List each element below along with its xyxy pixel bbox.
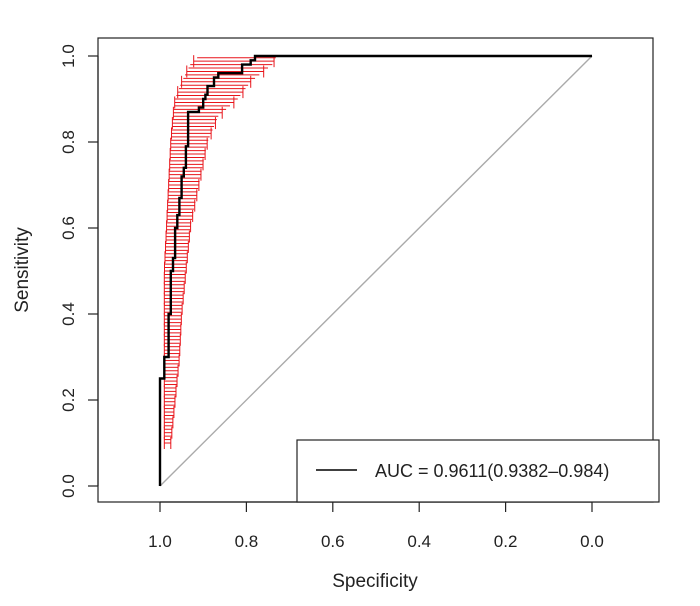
x-axis: 1.0 0.8 0.6 0.4 0.2 0.0 bbox=[148, 501, 604, 551]
x-axis-title: Specificity bbox=[332, 571, 418, 592]
x-tick-label: 0.2 bbox=[494, 532, 518, 551]
ci-bar bbox=[165, 240, 189, 253]
ci-bar bbox=[186, 65, 265, 78]
legend-entry-label: AUC = 0.9611(0.9382–0.984) bbox=[375, 461, 609, 481]
x-tick-label: 0.4 bbox=[407, 532, 431, 551]
ci-bar bbox=[163, 271, 186, 284]
confidence-band bbox=[159, 55, 276, 486]
y-tick-label: 0.8 bbox=[59, 130, 78, 154]
ci-bar bbox=[165, 230, 190, 243]
legend: AUC = 0.9611(0.9382–0.984) bbox=[296, 439, 660, 503]
ci-bar bbox=[168, 179, 200, 191]
ci-bar bbox=[163, 313, 182, 326]
ci-bar bbox=[163, 333, 181, 346]
ci-bar bbox=[163, 302, 183, 315]
ci-bar bbox=[163, 261, 187, 274]
ci-bar bbox=[163, 416, 174, 429]
ci-bar bbox=[163, 282, 185, 295]
ci-bar bbox=[171, 127, 212, 140]
plot-content bbox=[158, 54, 593, 487]
y-axis-title: Sensitivity bbox=[12, 227, 33, 313]
x-tick-label: 0.8 bbox=[235, 532, 259, 551]
y-tick-label: 0.2 bbox=[59, 388, 78, 412]
y-tick-label: 0.0 bbox=[59, 474, 78, 498]
y-tick-label: 0.4 bbox=[59, 302, 78, 326]
ci-bar bbox=[163, 292, 184, 305]
ci-bar bbox=[171, 117, 216, 130]
ci-bar bbox=[163, 385, 177, 398]
ci-bar bbox=[166, 220, 192, 233]
x-tick-label: 1.0 bbox=[148, 532, 172, 551]
y-tick-label: 1.0 bbox=[59, 44, 78, 68]
ci-bar bbox=[177, 86, 244, 99]
reference-diagonal-line bbox=[159, 55, 593, 487]
ci-bar bbox=[168, 168, 202, 181]
ci-bar bbox=[163, 437, 172, 449]
ci-bar bbox=[163, 426, 173, 439]
legend-box bbox=[296, 439, 660, 503]
ci-bar bbox=[163, 344, 181, 357]
ci-bar bbox=[163, 395, 176, 408]
ci-bar bbox=[181, 75, 252, 88]
y-tick-label: 0.6 bbox=[59, 216, 78, 240]
ci-bar bbox=[163, 323, 182, 336]
ci-bar bbox=[167, 199, 196, 212]
ci-bar bbox=[169, 148, 206, 161]
roc-curve-line bbox=[158, 54, 592, 486]
x-tick-label: 0.0 bbox=[580, 532, 604, 551]
y-axis: 0.0 0.2 0.4 0.6 0.8 1.0 bbox=[59, 44, 99, 498]
x-tick-label: 0.6 bbox=[321, 532, 345, 551]
ci-bar bbox=[163, 406, 175, 419]
